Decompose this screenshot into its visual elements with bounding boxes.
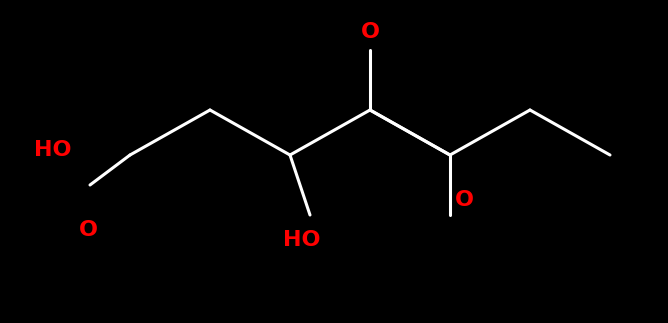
Text: HO: HO <box>35 140 72 160</box>
Text: O: O <box>455 190 474 210</box>
Text: HO: HO <box>283 230 321 250</box>
Text: O: O <box>79 220 98 240</box>
Text: O: O <box>361 22 379 42</box>
